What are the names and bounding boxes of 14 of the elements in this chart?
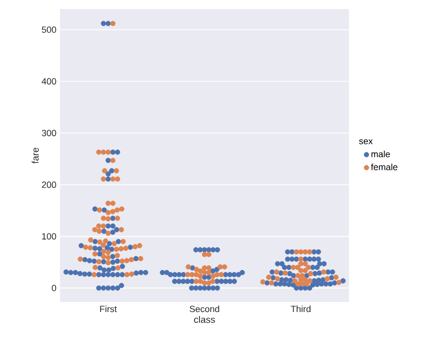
y-tick-label: 300 — [42, 130, 56, 136]
x-tick-label: Third — [290, 306, 310, 312]
y-tick-label: 200 — [42, 182, 56, 188]
x-tick-label: First — [100, 306, 117, 312]
x-tick-label: Second — [190, 306, 220, 312]
legend-label: male — [371, 150, 390, 158]
x-axis-title: class — [194, 316, 215, 323]
y-tick-label: 400 — [42, 78, 56, 85]
y-tick-label: 0 — [52, 284, 56, 292]
legend-title: sex — [359, 139, 373, 144]
legend-label: female — [370, 164, 398, 170]
y-tick-label: 100 — [42, 233, 56, 240]
y-tick-label: 500 — [42, 26, 56, 33]
y-axis-title: fare — [32, 148, 39, 164]
